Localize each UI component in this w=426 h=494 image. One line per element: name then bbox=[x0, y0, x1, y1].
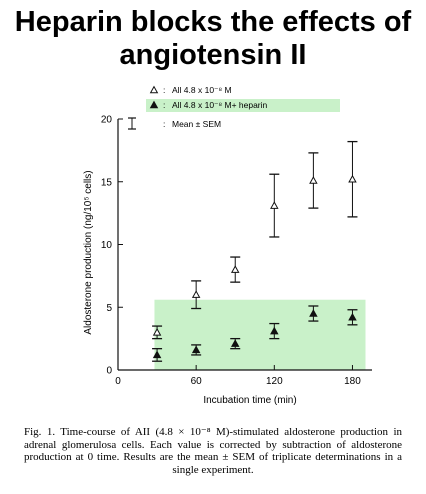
x-tick-label: 0 bbox=[115, 376, 121, 387]
series-0-point-0 bbox=[152, 327, 162, 336]
legend-colon: : bbox=[163, 85, 165, 95]
y-tick-label: 15 bbox=[101, 177, 113, 188]
title-line-2: angiotensin II bbox=[119, 39, 307, 71]
series-0-point-4 bbox=[309, 176, 318, 184]
legend-colon: : bbox=[163, 100, 165, 110]
legend-entry-2: Mean ± SEM bbox=[172, 119, 221, 129]
x-tick-label: 60 bbox=[191, 376, 203, 387]
title-line-1: Heparin blocks the effects of bbox=[14, 6, 412, 38]
legend-marker-filled-triangle bbox=[149, 100, 159, 109]
series-1-point-0 bbox=[152, 350, 162, 359]
series-1-point-4 bbox=[309, 309, 318, 317]
x-tick-label: 120 bbox=[266, 376, 283, 387]
figure-caption: Fig. 1. Time-course of AII (4.8 × 10⁻⁸ M… bbox=[24, 426, 402, 476]
series-0-point-1 bbox=[191, 290, 201, 298]
legend-entry-0: All 4.8 x 10⁻⁸ M bbox=[172, 85, 232, 95]
chart-title: Heparin blocks the effects of angiotensi… bbox=[0, 6, 426, 72]
series-0-point-2 bbox=[230, 265, 240, 273]
legend-entry-1: All 4.8 x 10⁻⁸ M+ heparin bbox=[172, 100, 268, 110]
series-1-point-2 bbox=[230, 339, 240, 347]
y-tick-label: 0 bbox=[106, 366, 112, 377]
y-axis-label: Aldosterone production (ng/10⁵ cells) bbox=[83, 170, 94, 334]
x-tick-label: 180 bbox=[344, 376, 361, 387]
series-1-point-1 bbox=[191, 345, 201, 354]
legend-marker-open-triangle bbox=[149, 85, 159, 94]
series-0-point-5 bbox=[348, 174, 357, 183]
y-tick-label: 5 bbox=[106, 303, 112, 314]
y-tick-label: 10 bbox=[101, 240, 113, 251]
series-1-point-3 bbox=[270, 326, 279, 335]
series-1-point-5 bbox=[348, 312, 357, 321]
legend-highlight bbox=[146, 99, 340, 112]
x-axis-label: Incubation time (min) bbox=[203, 395, 296, 406]
legend-colon: : bbox=[163, 119, 165, 129]
series-0-point-3 bbox=[270, 201, 279, 209]
y-tick-label: 20 bbox=[101, 115, 113, 126]
highlight-region bbox=[154, 299, 366, 370]
chart-figure: 0 5 10 15 20 0 60 120 180 Incubation time (min) Al… bbox=[83, 85, 372, 406]
